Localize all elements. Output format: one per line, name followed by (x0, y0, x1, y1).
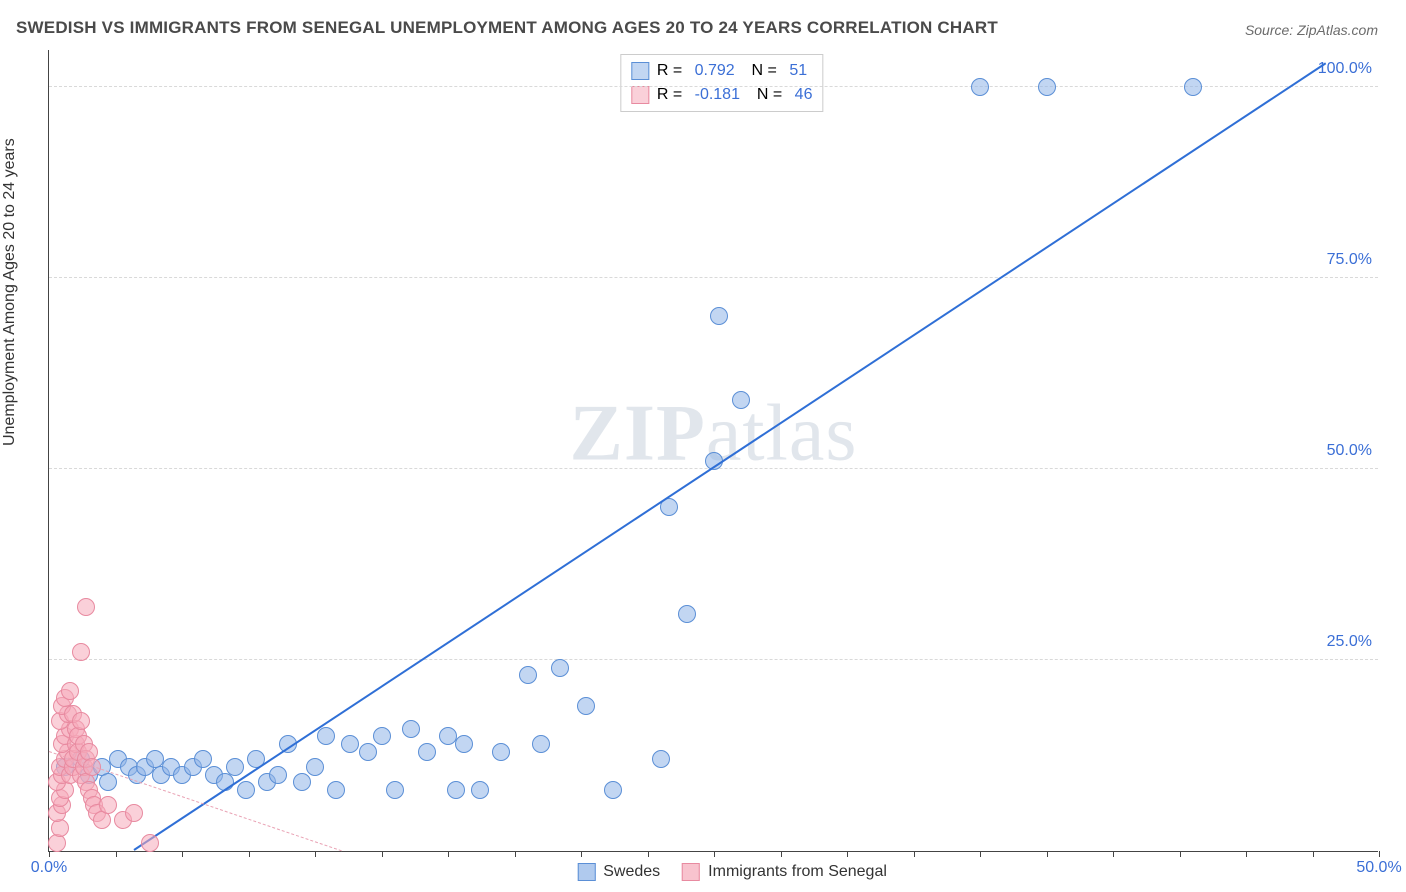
data-point (455, 735, 473, 753)
legend-label: Immigrants from Senegal (708, 863, 887, 881)
source-label: Source: ZipAtlas.com (1245, 22, 1378, 38)
data-point (125, 804, 143, 822)
data-point (386, 781, 404, 799)
x-tick-mark (116, 851, 117, 857)
data-point (93, 811, 111, 829)
data-point (72, 712, 90, 730)
y-tick-label: 75.0% (1327, 251, 1372, 269)
x-tick-label: 50.0% (1356, 859, 1401, 877)
data-point (99, 773, 117, 791)
data-point (141, 834, 159, 852)
y-tick-label: 25.0% (1327, 633, 1372, 651)
swatch-senegal (631, 86, 649, 104)
data-point (306, 758, 324, 776)
x-tick-mark (914, 851, 915, 857)
data-point (237, 781, 255, 799)
x-tick-mark (581, 851, 582, 857)
data-point (519, 666, 537, 684)
legend-item: Immigrants from Senegal (682, 863, 887, 881)
chart-title: SWEDISH VS IMMIGRANTS FROM SENEGAL UNEMP… (16, 18, 998, 38)
data-point (971, 78, 989, 96)
data-point (327, 781, 345, 799)
data-point (48, 834, 66, 852)
data-point (77, 598, 95, 616)
data-point (604, 781, 622, 799)
x-tick-mark (315, 851, 316, 857)
x-tick-mark (980, 851, 981, 857)
x-tick-mark (1180, 851, 1181, 857)
data-point (418, 743, 436, 761)
data-point (577, 697, 595, 715)
chart-container: SWEDISH VS IMMIGRANTS FROM SENEGAL UNEMP… (0, 0, 1406, 892)
r-value-swedes: 0.792 (695, 59, 735, 83)
legend-item: Swedes (577, 863, 660, 881)
x-tick-mark (448, 851, 449, 857)
x-tick-mark (1113, 851, 1114, 857)
x-tick-mark (382, 851, 383, 857)
gridline (49, 86, 1378, 87)
x-tick-mark (1047, 851, 1048, 857)
data-point (532, 735, 550, 753)
data-point (471, 781, 489, 799)
data-point (402, 720, 420, 738)
data-point (293, 773, 311, 791)
series-legend: Swedes Immigrants from Senegal (577, 863, 887, 881)
data-point (226, 758, 244, 776)
data-point (492, 743, 510, 761)
x-tick-mark (182, 851, 183, 857)
legend-swatch (682, 863, 700, 881)
data-point (51, 819, 69, 837)
legend-label: Swedes (603, 863, 660, 881)
gridline (49, 277, 1378, 278)
data-point (447, 781, 465, 799)
data-point (317, 727, 335, 745)
data-point (710, 307, 728, 325)
n-value-swedes: 51 (789, 59, 807, 83)
legend-row-swedes: R = 0.792 N = 51 (631, 59, 813, 83)
swatch-swedes (631, 62, 649, 80)
x-tick-mark (1313, 851, 1314, 857)
x-tick-mark (714, 851, 715, 857)
y-tick-label: 50.0% (1327, 442, 1372, 460)
x-tick-mark (847, 851, 848, 857)
trend-line (134, 62, 1327, 850)
data-point (652, 750, 670, 768)
data-point (359, 743, 377, 761)
data-point (1184, 78, 1202, 96)
x-tick-mark (1246, 851, 1247, 857)
x-tick-label: 0.0% (31, 859, 67, 877)
y-axis-label: Unemployment Among Ages 20 to 24 years (1, 138, 19, 446)
data-point (61, 682, 79, 700)
data-point (373, 727, 391, 745)
data-point (269, 766, 287, 784)
correlation-legend: R = 0.792 N = 51 R = -0.181 N = 46 (620, 54, 824, 112)
x-tick-mark (648, 851, 649, 857)
legend-swatch (577, 863, 595, 881)
x-tick-mark (1379, 851, 1380, 857)
data-point (1038, 78, 1056, 96)
x-tick-mark (249, 851, 250, 857)
x-tick-mark (515, 851, 516, 857)
plot-area: ZIPatlas R = 0.792 N = 51 R = -0.181 N =… (48, 50, 1378, 852)
data-point (732, 391, 750, 409)
gridline (49, 659, 1378, 660)
data-point (72, 643, 90, 661)
x-tick-mark (781, 851, 782, 857)
data-point (678, 605, 696, 623)
x-tick-mark (49, 851, 50, 857)
data-point (341, 735, 359, 753)
data-point (99, 796, 117, 814)
data-point (551, 659, 569, 677)
